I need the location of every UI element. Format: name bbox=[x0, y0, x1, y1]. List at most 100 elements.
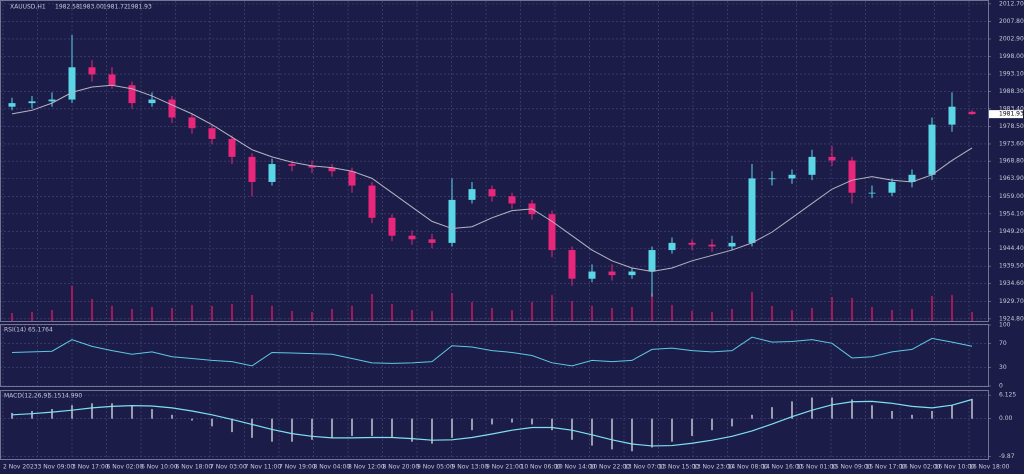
volume-bar bbox=[871, 307, 873, 321]
macd-title: MACD(12,26,9) bbox=[4, 393, 50, 400]
volume-bar bbox=[271, 306, 273, 321]
macd-bar bbox=[891, 410, 893, 419]
macd-bar bbox=[211, 418, 213, 427]
x-tick-label: 13 Nov 07:00 bbox=[624, 464, 665, 471]
volume-bar bbox=[751, 292, 753, 321]
marks bbox=[8, 35, 976, 452]
volume-bar bbox=[911, 309, 913, 321]
y-tick-label: 2007.80 bbox=[999, 18, 1024, 25]
macd-bar bbox=[871, 405, 873, 419]
volume-bar bbox=[831, 297, 833, 321]
volume-bar bbox=[331, 309, 333, 321]
y-tick-label: 2012.70 bbox=[999, 0, 1024, 7]
macd-bar bbox=[671, 418, 673, 442]
macd-bar bbox=[631, 418, 633, 452]
volume-bar bbox=[151, 307, 153, 321]
candle-body bbox=[928, 124, 936, 175]
macd-bar bbox=[471, 418, 473, 431]
volume-bar bbox=[531, 302, 533, 321]
y-tick-label: 1924.80 bbox=[999, 315, 1024, 322]
volume-bar bbox=[111, 306, 113, 321]
candle-body bbox=[508, 196, 516, 204]
macd-bar bbox=[391, 418, 393, 438]
macd-bar bbox=[291, 418, 293, 442]
x-tick-label: 15 Nov 01:00 bbox=[797, 464, 838, 471]
candle-body bbox=[748, 178, 756, 243]
candle-body bbox=[228, 138, 236, 157]
x-tick-label: 14 Nov 08:00 bbox=[728, 464, 769, 471]
x-tick-label: 13 Nov 15:00 bbox=[659, 464, 700, 471]
macd-bar bbox=[691, 418, 693, 436]
volume-bar bbox=[451, 293, 453, 321]
price-tag-box bbox=[989, 110, 1023, 119]
volume-bar bbox=[491, 308, 493, 321]
macd-bar bbox=[931, 410, 933, 419]
volume-bar bbox=[891, 310, 893, 321]
volume-bar bbox=[351, 306, 353, 321]
candle-body bbox=[328, 167, 336, 172]
symbol: XAUUSD,H1 bbox=[10, 4, 46, 11]
candle-body bbox=[8, 103, 16, 107]
candle-body bbox=[848, 160, 856, 193]
candle-body bbox=[388, 217, 396, 236]
y-tick-label: -9.87 bbox=[999, 453, 1015, 460]
macd-bar bbox=[571, 418, 573, 440]
macd-bar bbox=[491, 418, 493, 425]
y-tick-label: 30 bbox=[999, 364, 1007, 371]
macd-bar bbox=[951, 405, 953, 419]
header-value: 1982.58 bbox=[55, 4, 80, 11]
y-tick-label: 1993.10 bbox=[999, 71, 1024, 78]
candle-body bbox=[908, 174, 916, 182]
x-tick-label: 16 Nov 02:00 bbox=[900, 464, 941, 471]
labels: XAUUSD,H1 1982.58 1983.00 1981.72 1981.9… bbox=[3, 0, 1024, 470]
y-tick-label: 1978.50 bbox=[999, 123, 1024, 130]
volume-bar bbox=[291, 311, 293, 321]
y-tick-label: 1959.00 bbox=[999, 193, 1024, 200]
volume-bar bbox=[211, 306, 213, 321]
candle-body bbox=[188, 117, 196, 129]
y-tick-label: 1929.70 bbox=[999, 298, 1024, 305]
x-tick-label: 14 Nov 16:00 bbox=[762, 464, 803, 471]
candle-body bbox=[608, 271, 616, 276]
x-tick-label: 6 Nov 18:00 bbox=[176, 464, 213, 471]
macd-bar bbox=[531, 418, 533, 425]
macd-bar bbox=[191, 418, 193, 421]
volume-bar bbox=[191, 305, 193, 321]
candle-body bbox=[28, 101, 36, 104]
x-tick-label: 7 Nov 03:00 bbox=[210, 464, 247, 471]
y-tick-label: 1998.00 bbox=[999, 53, 1024, 60]
macd-bar bbox=[31, 410, 33, 419]
volume-bar bbox=[171, 308, 173, 321]
volume-bar bbox=[551, 295, 553, 321]
macd-bar bbox=[411, 418, 413, 442]
candle-body bbox=[408, 235, 416, 240]
candle-body bbox=[208, 128, 216, 139]
macd-panel bbox=[0, 390, 989, 460]
x-tick-label: 9 Nov 05:00 bbox=[417, 464, 454, 471]
x-tick-label: 2 Nov 2023 bbox=[3, 464, 38, 471]
moving-average bbox=[11, 84, 973, 273]
y-tick-label: 1983.40 bbox=[999, 105, 1024, 112]
volume-bar bbox=[771, 306, 773, 321]
volume-bar bbox=[231, 304, 233, 321]
candle-body bbox=[68, 67, 76, 100]
macd-bar bbox=[771, 407, 773, 419]
candle-body bbox=[448, 199, 456, 243]
y-tick-label: 1973.60 bbox=[999, 140, 1024, 147]
macd-bar bbox=[251, 418, 253, 438]
candle-body bbox=[548, 214, 556, 251]
macd-bar bbox=[511, 418, 513, 423]
volume-bar bbox=[971, 312, 973, 321]
x-tick-label: 3 Nov 09:00 bbox=[38, 464, 75, 471]
candle-body bbox=[588, 271, 596, 279]
macd-bar bbox=[551, 418, 553, 431]
macd-bar bbox=[811, 397, 813, 419]
candle-body bbox=[668, 242, 676, 251]
macd-bar bbox=[371, 418, 373, 436]
candle-body bbox=[488, 189, 496, 197]
candle-body bbox=[688, 242, 696, 245]
rsi-line bbox=[11, 336, 973, 367]
volume-bar bbox=[851, 298, 853, 321]
candle-body bbox=[268, 164, 276, 182]
